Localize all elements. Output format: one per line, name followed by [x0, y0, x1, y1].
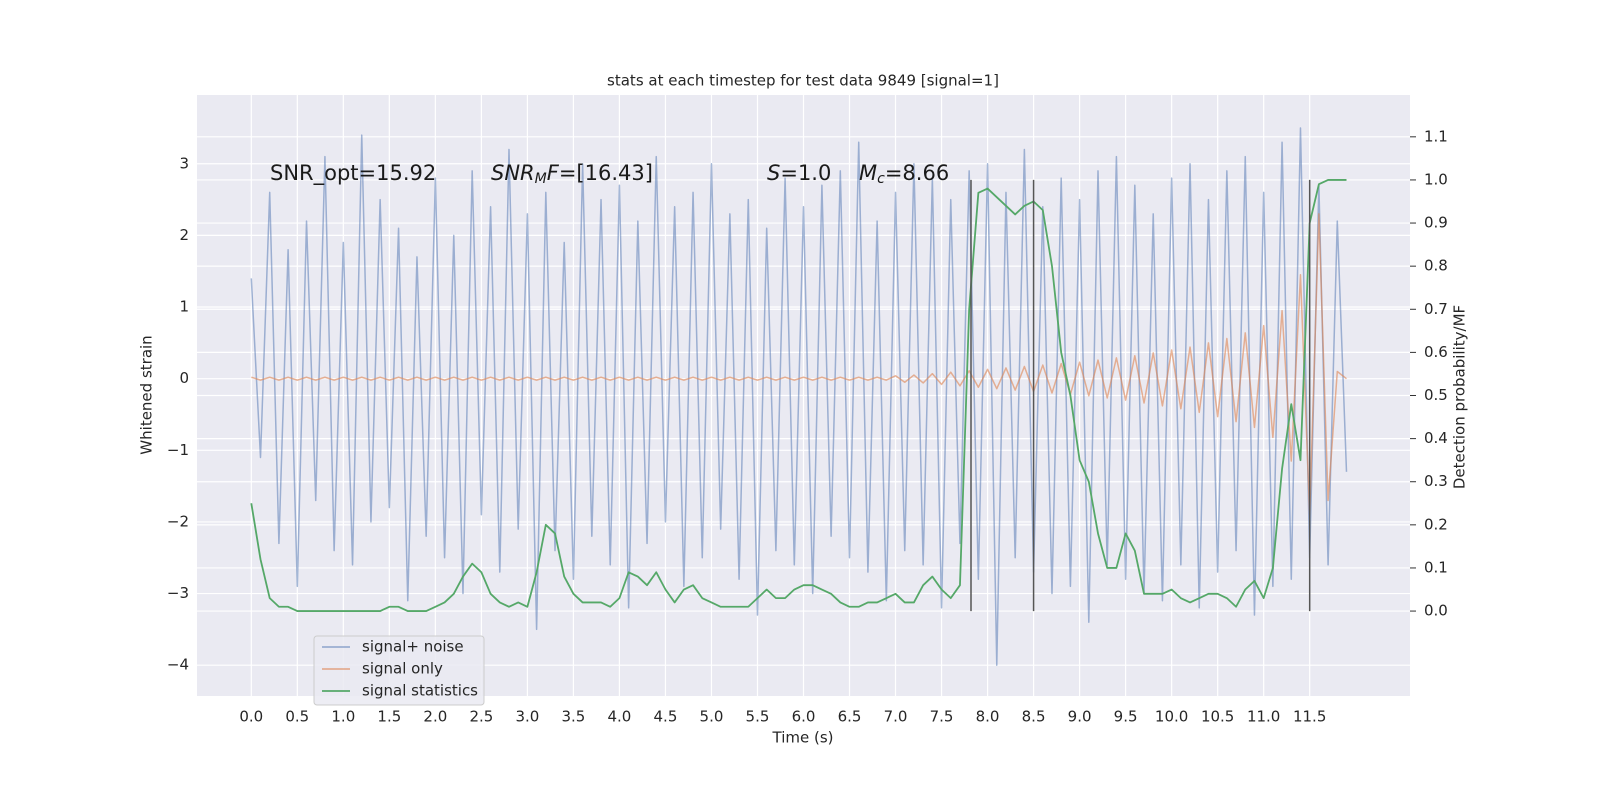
y2-tick-label: 0.4 — [1424, 429, 1448, 447]
legend-box — [313, 635, 485, 706]
y2-tick-label: 0.5 — [1424, 386, 1448, 404]
y2-tick-label: 0.7 — [1424, 300, 1448, 318]
legend-label: signal statistics — [362, 682, 478, 700]
annotation-part: M — [859, 161, 877, 185]
x-tick-label: 5.5 — [746, 708, 770, 726]
chart-title: stats at each timestep for test data 984… — [607, 72, 999, 90]
y2-tick-label: 0.8 — [1424, 257, 1448, 275]
x-tick-label: 9.0 — [1068, 708, 1092, 726]
annotation-part: SNR_opt=15.92 — [270, 161, 436, 186]
y2-tick-label: 0.3 — [1424, 472, 1448, 490]
x-tick-label: 4.0 — [608, 708, 632, 726]
x-tick-label: 3.5 — [561, 708, 585, 726]
annotation-part: =8.66 — [885, 161, 949, 185]
y-tick-label: −3 — [167, 584, 189, 602]
x-tick-label: 4.5 — [654, 708, 678, 726]
y-tick-label: −4 — [167, 656, 189, 674]
y2-axis-label: Detection probability/MF — [1451, 305, 1469, 489]
legend-label: signal+ noise — [362, 638, 464, 656]
y-axis-label: Whitened strain — [138, 335, 156, 454]
y2-tick-label: 0.6 — [1424, 343, 1448, 361]
y-tick-label: 2 — [179, 226, 189, 244]
x-tick-label: 2.5 — [469, 708, 493, 726]
x-tick-label: 8.0 — [976, 708, 1000, 726]
annotation-part: S — [767, 161, 780, 185]
series-line — [250, 127, 1348, 666]
x-tick-label: 0.5 — [285, 708, 309, 726]
x-tick-label: 10.0 — [1155, 708, 1188, 726]
y2-tick-label: 0.1 — [1424, 558, 1448, 576]
x-tick-label: 11.0 — [1247, 708, 1280, 726]
legend-label: signal only — [362, 660, 443, 678]
annotation: SNRMF=[16.43] — [491, 161, 653, 187]
y2-tick-label: 1.1 — [1424, 127, 1448, 145]
y2-tick-label: 0.0 — [1424, 602, 1448, 620]
y-tick-label: 1 — [179, 298, 189, 316]
annotation-part: c — [877, 171, 885, 187]
x-tick-label: 10.5 — [1201, 708, 1234, 726]
annotation-part: SNR — [491, 161, 535, 185]
x-tick-label: 3.0 — [515, 708, 539, 726]
x-tick-label: 1.0 — [331, 708, 355, 726]
y2-tick-label: 0.9 — [1424, 214, 1448, 232]
y-tick-label: 0 — [179, 369, 189, 387]
x-tick-label: 7.5 — [930, 708, 954, 726]
y-tick-label: −2 — [167, 512, 189, 530]
series-line — [251, 213, 1347, 516]
annotation: SNR_opt=15.92 — [270, 161, 436, 186]
x-tick-label: 8.5 — [1022, 708, 1046, 726]
annotation-part: =[16.43] — [559, 161, 653, 185]
x-tick-label: 11.5 — [1293, 708, 1326, 726]
x-tick-label: 1.5 — [377, 708, 401, 726]
x-tick-label: 6.5 — [838, 708, 862, 726]
y2-tick-label: 1.0 — [1424, 170, 1448, 188]
x-tick-label: 7.0 — [884, 708, 908, 726]
x-tick-label: 0.0 — [239, 708, 263, 726]
annotation-part: F — [547, 161, 560, 185]
annotation: Mc=8.66 — [859, 161, 949, 187]
annotation-part: M — [535, 171, 547, 187]
x-tick-label: 6.0 — [792, 708, 816, 726]
y-tick-label: −1 — [167, 441, 189, 459]
x-tick-label: 2.0 — [423, 708, 447, 726]
x-tick-label: 5.0 — [700, 708, 724, 726]
x-axis-label: Time (s) — [772, 729, 834, 747]
y-tick-label: 3 — [179, 154, 189, 172]
series-line — [250, 179, 1347, 612]
annotation-part: =1.0 — [780, 161, 831, 185]
y2-tick-label: 0.2 — [1424, 515, 1448, 533]
x-tick-label: 9.5 — [1114, 708, 1138, 726]
annotation: S=1.0 — [767, 161, 831, 185]
